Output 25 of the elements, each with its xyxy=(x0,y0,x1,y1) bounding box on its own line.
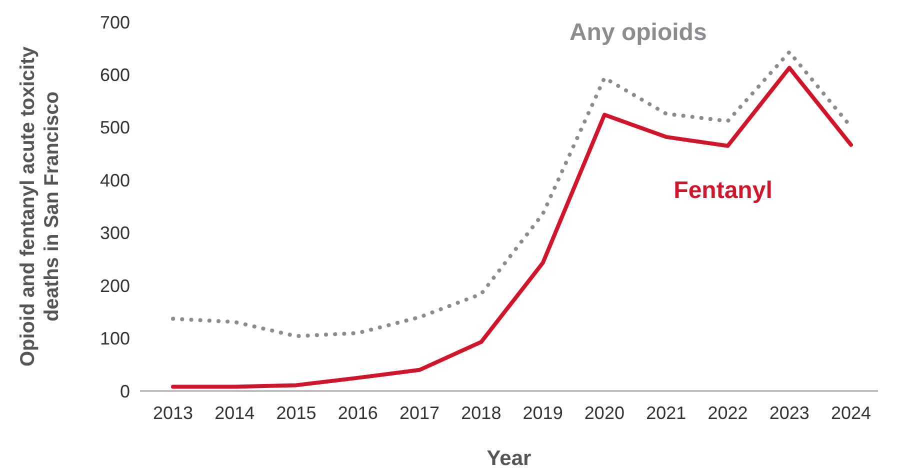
x-tick-label: 2019 xyxy=(522,403,563,423)
x-tick-label: 2022 xyxy=(708,403,748,423)
x-tick-label: 2021 xyxy=(646,403,686,423)
x-tick-label: 2018 xyxy=(461,403,502,423)
x-tick-label: 2016 xyxy=(338,403,378,423)
y-tick-label: 400 xyxy=(100,170,130,190)
y-tick-label: 700 xyxy=(100,12,130,32)
series-label: Fentanyl xyxy=(674,177,772,204)
line-series xyxy=(171,66,853,389)
x-tick-label: 2023 xyxy=(769,403,810,423)
y-tick-label: 300 xyxy=(100,223,130,244)
x-tick-label: 2014 xyxy=(214,403,255,423)
series-label: Any opioids xyxy=(569,19,707,46)
y-axis-title: Opioid and fentanyl acute toxicity deaths in San Francisco xyxy=(17,46,63,367)
x-tick-label: 2024 xyxy=(830,403,872,423)
y-tick-label: 600 xyxy=(100,65,130,86)
x-tick-label: 2017 xyxy=(400,403,440,423)
x-tick-label: 2020 xyxy=(584,403,624,423)
y-tick-label: 200 xyxy=(100,276,130,296)
y-tick-label: 500 xyxy=(100,118,130,138)
x-tick-label: 2013 xyxy=(152,403,194,423)
x-axis-title: Year xyxy=(486,447,532,470)
y-tick-label: 0 xyxy=(120,381,130,402)
x-tick-label: 2015 xyxy=(276,403,316,423)
y-tick-label: 100 xyxy=(100,328,130,349)
